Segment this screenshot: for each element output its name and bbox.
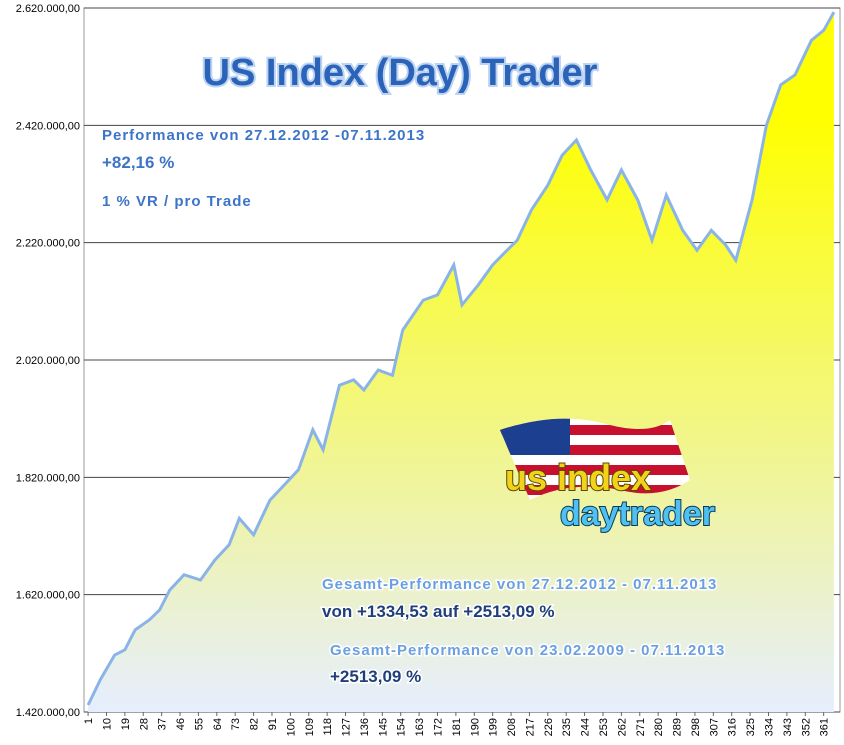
y-tick-label: 2.020.000,00 [16,355,80,367]
annotation: +82,16 % [102,153,174,172]
x-tick-label: 91 [267,718,279,730]
x-tick-label: 262 [616,718,628,736]
x-tick-label: 343 [782,718,794,736]
x-tick-label: 298 [690,718,702,736]
x-tick-label: 28 [138,718,150,730]
x-tick-label: 181 [451,718,463,736]
x-tick-label: 100 [285,718,297,736]
annotation: Gesamt-Performance von 23.02.2009 - 07.1… [330,642,725,659]
x-tick-label: 253 [598,718,610,736]
annotation: von +1334,53 auf +2513,09 % [322,602,555,621]
x-tick-label: 163 [414,718,426,736]
x-tick-label: 190 [469,718,481,736]
y-tick-label: 1.820.000,00 [16,472,80,484]
x-tick-label: 55 [193,718,205,730]
x-tick-label: 217 [524,718,536,736]
y-tick-label: 2.620.000,00 [16,3,80,15]
x-tick-label: 37 [157,718,169,730]
x-tick-label: 199 [488,718,500,736]
logo-text: daytrader [560,495,715,533]
x-tick-label: 19 [120,718,132,730]
x-tick-label: 1 [83,718,95,724]
x-tick-label: 289 [672,718,684,736]
annotation: Performance von 27.12.2012 -07.11.2013 [102,127,425,144]
area [88,12,834,713]
y-tick-label: 1.420.000,00 [16,707,80,719]
y-tick-label: 1.620.000,00 [16,590,80,602]
x-tick-label: 208 [506,718,518,736]
y-tick-label: 2.420.000,00 [16,120,80,132]
x-tick-label: 271 [635,718,647,736]
x-tick-label: 82 [249,718,261,730]
x-tick-label: 64 [212,718,224,730]
x-tick-label: 316 [727,718,739,736]
x-tick-label: 334 [763,718,775,736]
x-tick-label: 10 [101,718,113,730]
line [86,11,836,706]
x-tick-label: 46 [175,718,187,730]
x-tick-label: 307 [708,718,720,736]
chart-title: US Index (Day) Trader [203,52,598,94]
logo-text: us index [505,457,651,498]
annotation: Gesamt-Performance von 27.12.2012 - 07.1… [322,576,717,593]
x-tick-label: 136 [359,718,371,736]
annotation: 1 % VR / pro Trade [102,193,252,210]
x-tick-label: 145 [377,718,389,736]
x-tick-label: 154 [396,718,408,736]
x-tick-label: 280 [653,718,665,736]
x-tick-label: 235 [561,718,573,736]
annotation: +2513,09 % [330,667,421,686]
x-tick-label: 325 [745,718,757,736]
x-tick-label: 244 [580,718,592,736]
x-tick-label: 352 [800,718,812,736]
x-tick-label: 73 [230,718,242,730]
x-tick-label: 226 [543,718,555,736]
x-tick-label: 127 [341,718,353,736]
x-tick-label: 109 [304,718,316,736]
x-tick-label: 361 [819,718,831,736]
logo: us index daytrader [500,418,716,534]
x-tick-label: 172 [432,718,444,736]
x-tick-label: 118 [322,718,334,736]
y-tick-label: 2.220.000,00 [16,238,80,250]
